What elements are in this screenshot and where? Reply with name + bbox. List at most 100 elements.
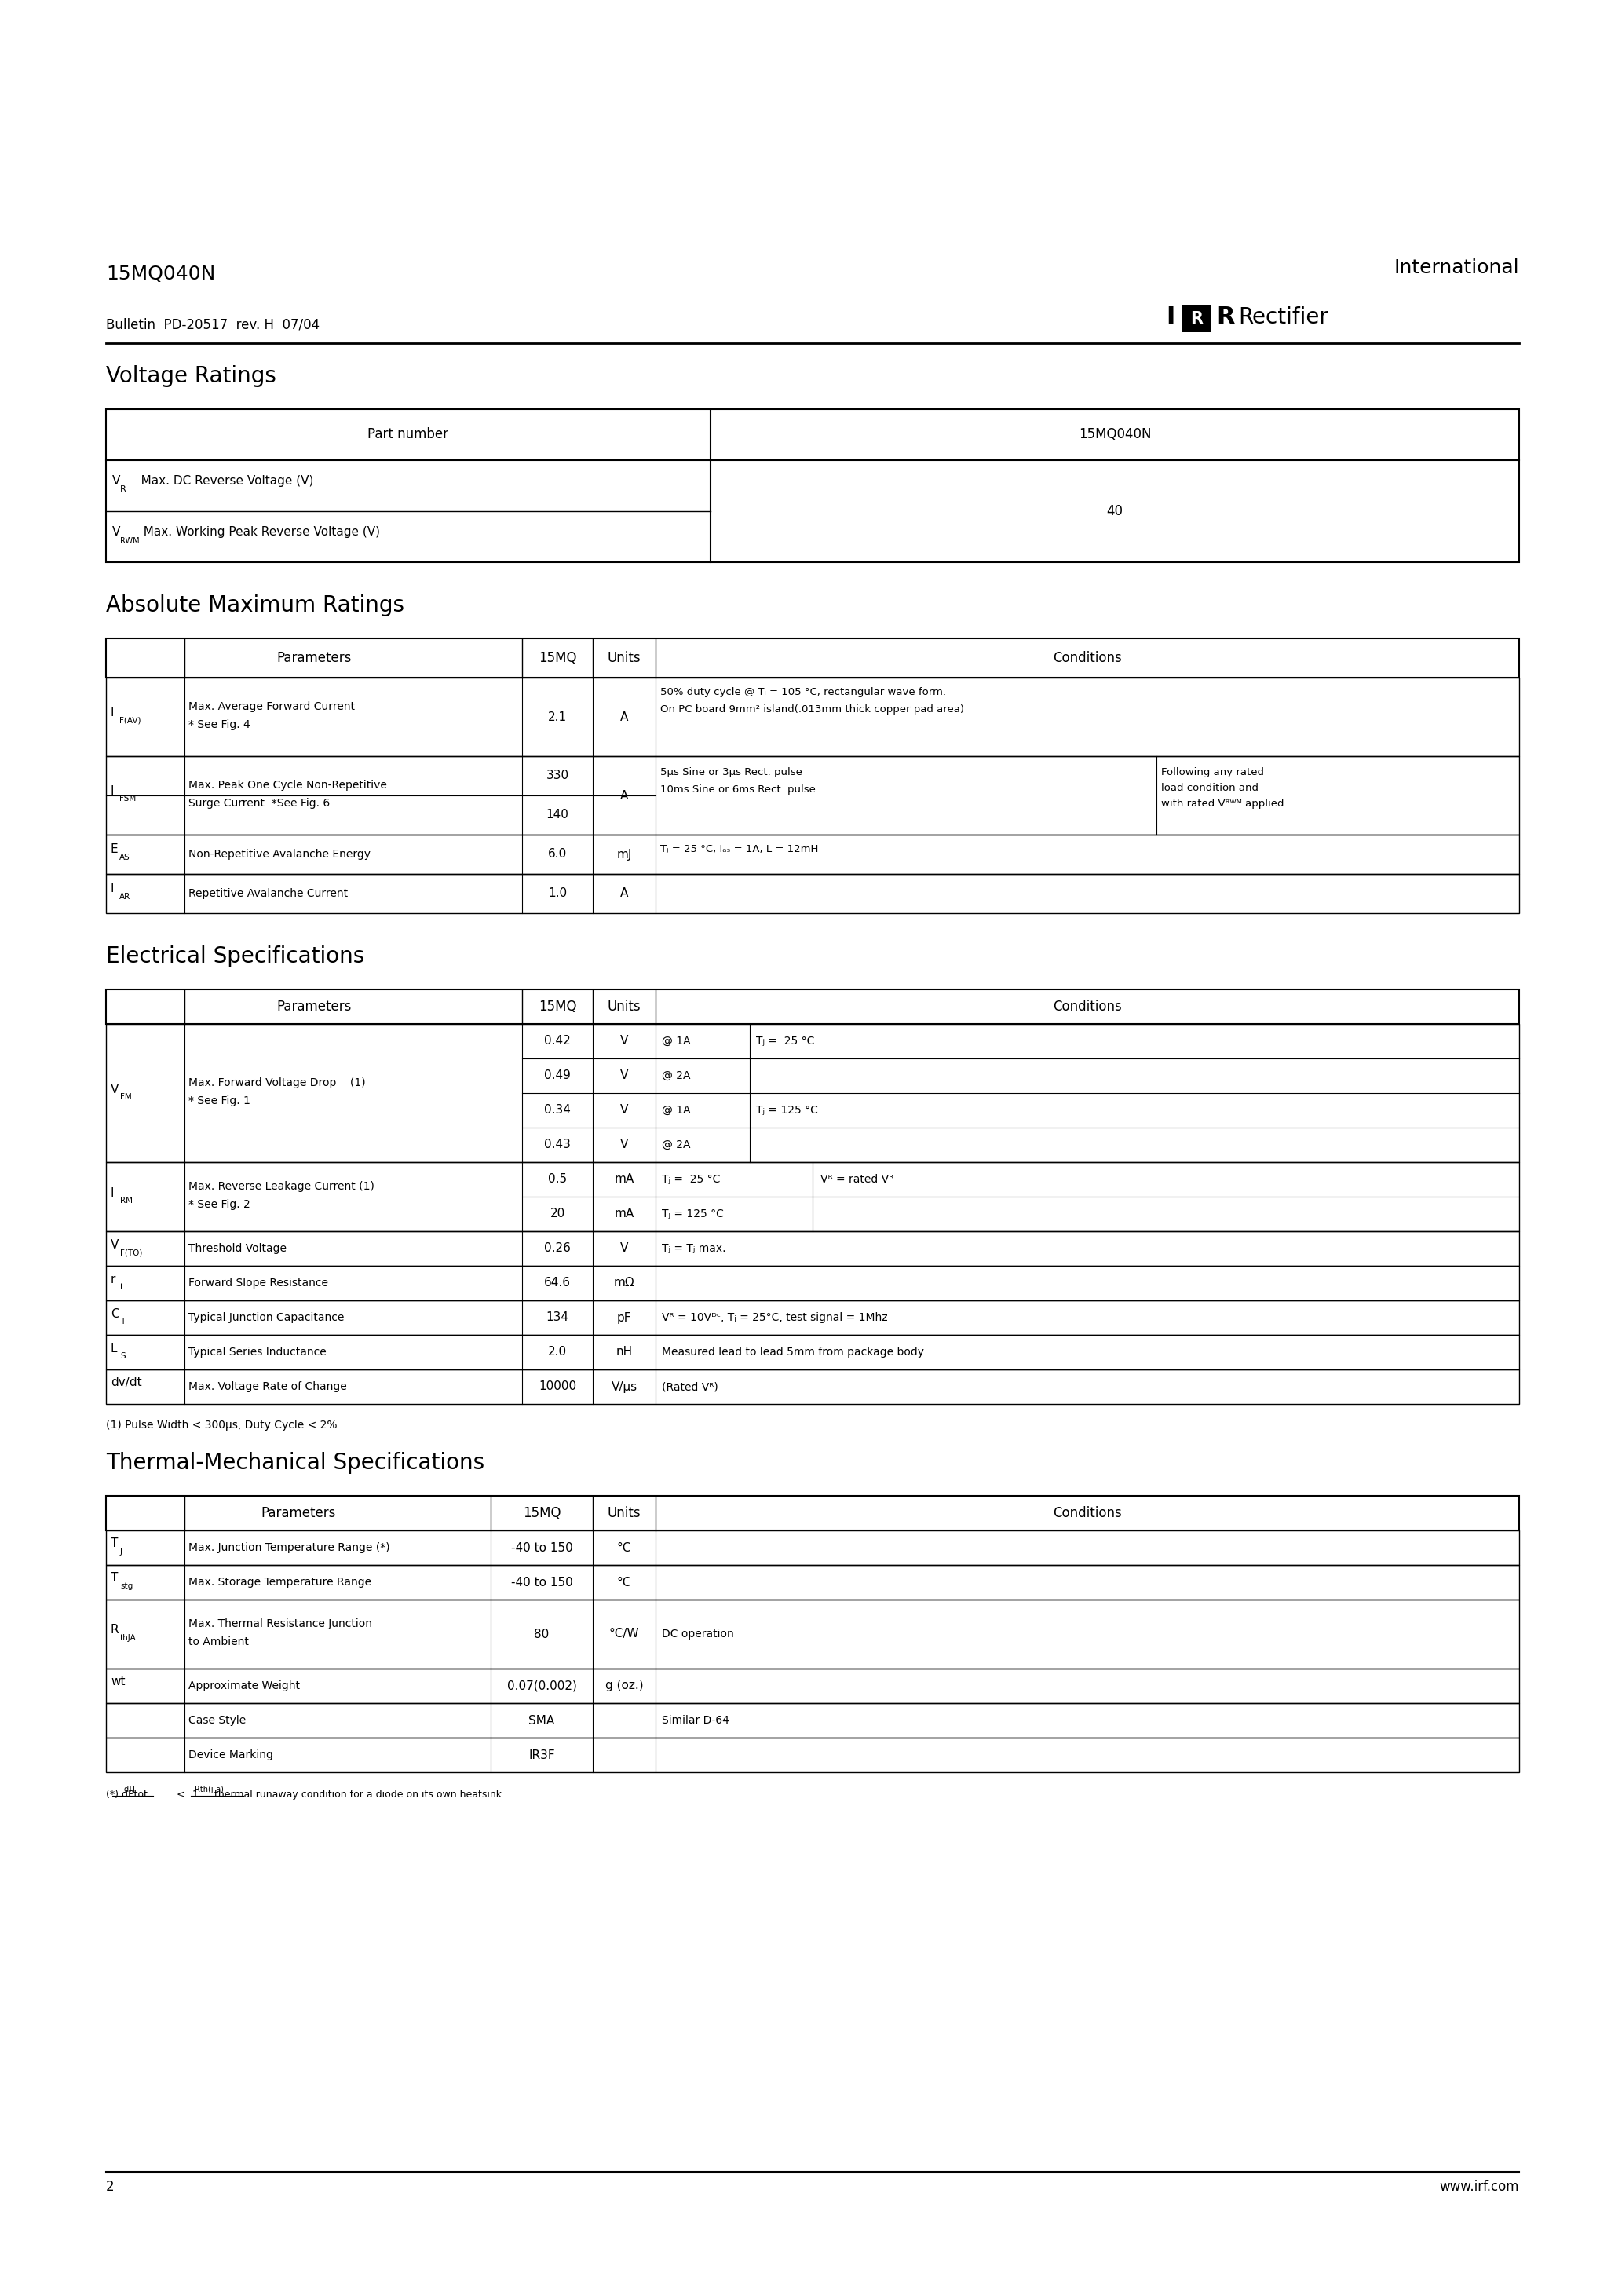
- Text: DC operation: DC operation: [662, 1628, 733, 1639]
- Text: 140: 140: [547, 808, 569, 822]
- Bar: [105, 1669, 1520, 1704]
- Text: FM: FM: [120, 1093, 131, 1100]
- Text: V: V: [620, 1070, 628, 1081]
- Text: Max. Peak One Cycle Non-Repetitive: Max. Peak One Cycle Non-Repetitive: [188, 781, 388, 790]
- Text: Max. Average Forward Current: Max. Average Forward Current: [188, 700, 355, 712]
- Text: Units: Units: [607, 652, 641, 666]
- Text: V/μs: V/μs: [611, 1380, 637, 1394]
- Text: Vᴿ = 10Vᴰᶜ, Tⱼ = 25°C, test signal = 1Mhz: Vᴿ = 10Vᴰᶜ, Tⱼ = 25°C, test signal = 1Mh…: [662, 1311, 887, 1322]
- Text: 15MQ: 15MQ: [522, 1506, 561, 1520]
- Text: Units: Units: [607, 999, 641, 1015]
- Text: Forward Slope Resistance: Forward Slope Resistance: [188, 1277, 328, 1288]
- Text: @ 2A: @ 2A: [662, 1070, 691, 1081]
- Text: Parameters: Parameters: [261, 1506, 336, 1520]
- Text: Electrical Specifications: Electrical Specifications: [105, 946, 365, 967]
- Text: AR: AR: [120, 893, 130, 900]
- Text: mA: mA: [615, 1173, 634, 1185]
- Text: R: R: [120, 487, 127, 494]
- Text: R: R: [1216, 305, 1234, 328]
- Text: V: V: [112, 526, 120, 537]
- Text: -40 to 150: -40 to 150: [511, 1577, 573, 1589]
- Text: Units: Units: [607, 1506, 641, 1520]
- Text: Voltage Ratings: Voltage Ratings: [105, 365, 276, 388]
- Text: 330: 330: [547, 769, 569, 781]
- Text: °C: °C: [616, 1543, 631, 1554]
- Text: RWM: RWM: [120, 537, 139, 546]
- Text: E: E: [110, 843, 118, 856]
- Text: g (oz.): g (oz.): [605, 1681, 644, 1692]
- Text: Parameters: Parameters: [277, 999, 352, 1015]
- Text: A: A: [620, 889, 628, 900]
- Text: 2.0: 2.0: [548, 1345, 566, 1357]
- Text: Conditions: Conditions: [1053, 1506, 1122, 1520]
- Text: SMA: SMA: [529, 1715, 555, 1727]
- Bar: [105, 1231, 1520, 1265]
- Text: Device Marking: Device Marking: [188, 1750, 272, 1761]
- Text: Max. Storage Temperature Range: Max. Storage Temperature Range: [188, 1577, 371, 1589]
- Text: Threshold Voltage: Threshold Voltage: [188, 1242, 287, 1254]
- Text: L: L: [110, 1343, 117, 1355]
- Text: I: I: [110, 884, 114, 895]
- Text: F(AV): F(AV): [120, 716, 141, 723]
- Text: 15MQ: 15MQ: [539, 652, 576, 666]
- Text: (*) dPtot: (*) dPtot: [105, 1789, 148, 1800]
- Text: 0.49: 0.49: [543, 1070, 571, 1081]
- Text: mJ: mJ: [616, 850, 631, 861]
- Text: Max. Thermal Resistance Junction: Max. Thermal Resistance Junction: [188, 1619, 371, 1630]
- Text: Measured lead to lead 5mm from package body: Measured lead to lead 5mm from package b…: [662, 1348, 925, 1357]
- Text: Max. DC Reverse Voltage (V): Max. DC Reverse Voltage (V): [130, 475, 313, 487]
- Text: AS: AS: [120, 854, 130, 861]
- Text: Part number: Part number: [368, 427, 449, 441]
- Text: 10000: 10000: [539, 1380, 576, 1394]
- Bar: [105, 1024, 1520, 1162]
- Text: 64.6: 64.6: [543, 1277, 571, 1288]
- Text: Tⱼ = 125 °C: Tⱼ = 125 °C: [662, 1208, 723, 1219]
- Text: 15MQ: 15MQ: [539, 999, 576, 1015]
- Text: mA: mA: [615, 1208, 634, 1219]
- Text: * See Fig. 4: * See Fig. 4: [188, 719, 250, 730]
- Bar: [105, 1162, 1520, 1231]
- Text: R: R: [1191, 310, 1204, 326]
- Bar: [105, 677, 1520, 755]
- Text: Max. Reverse Leakage Current (1): Max. Reverse Leakage Current (1): [188, 1180, 375, 1192]
- Text: 10ms Sine or 6ms Rect. pulse: 10ms Sine or 6ms Rect. pulse: [660, 785, 816, 794]
- Text: Typical Junction Capacitance: Typical Junction Capacitance: [188, 1311, 344, 1322]
- Text: 40: 40: [1106, 505, 1122, 519]
- Text: @ 2A: @ 2A: [662, 1139, 691, 1150]
- Text: Thermal-Mechanical Specifications: Thermal-Mechanical Specifications: [105, 1451, 485, 1474]
- Text: C: C: [110, 1309, 118, 1320]
- Text: dTJ: dTJ: [123, 1786, 135, 1793]
- Text: T: T: [120, 1318, 125, 1325]
- Bar: [105, 1738, 1520, 1773]
- Text: * See Fig. 2: * See Fig. 2: [188, 1199, 250, 1210]
- Text: 1: 1: [193, 1789, 198, 1800]
- Bar: [105, 990, 1520, 1024]
- Text: 15MQ040N: 15MQ040N: [1079, 427, 1152, 441]
- Text: V: V: [110, 1240, 118, 1251]
- Bar: [105, 1300, 1520, 1334]
- Text: nH: nH: [616, 1345, 633, 1357]
- Text: Conditions: Conditions: [1053, 652, 1122, 666]
- Text: Similar D-64: Similar D-64: [662, 1715, 730, 1727]
- Text: (1) Pulse Width < 300μs, Duty Cycle < 2%: (1) Pulse Width < 300μs, Duty Cycle < 2%: [105, 1419, 337, 1430]
- Text: R: R: [110, 1623, 118, 1637]
- Text: Typical Series Inductance: Typical Series Inductance: [188, 1348, 326, 1357]
- Bar: [105, 1704, 1520, 1738]
- Text: F(TO): F(TO): [120, 1249, 143, 1256]
- Text: 0.5: 0.5: [548, 1173, 566, 1185]
- Text: Max. Junction Temperature Range (*): Max. Junction Temperature Range (*): [188, 1543, 389, 1552]
- Text: Conditions: Conditions: [1053, 999, 1122, 1015]
- Text: 6.0: 6.0: [548, 850, 568, 861]
- Text: load condition and: load condition and: [1161, 783, 1259, 792]
- Bar: [105, 638, 1520, 677]
- Text: Non-Repetitive Avalanche Energy: Non-Repetitive Avalanche Energy: [188, 850, 370, 859]
- Text: 15MQ040N: 15MQ040N: [105, 264, 216, 282]
- Text: FSM: FSM: [120, 794, 136, 804]
- Text: mΩ: mΩ: [613, 1277, 634, 1288]
- Text: V: V: [620, 1104, 628, 1116]
- Text: V: V: [620, 1242, 628, 1254]
- Text: 2.1: 2.1: [548, 712, 566, 723]
- Text: A: A: [620, 712, 628, 723]
- Text: with rated Vᴿᵂᴹ applied: with rated Vᴿᵂᴹ applied: [1161, 799, 1285, 808]
- Bar: [105, 1265, 1520, 1300]
